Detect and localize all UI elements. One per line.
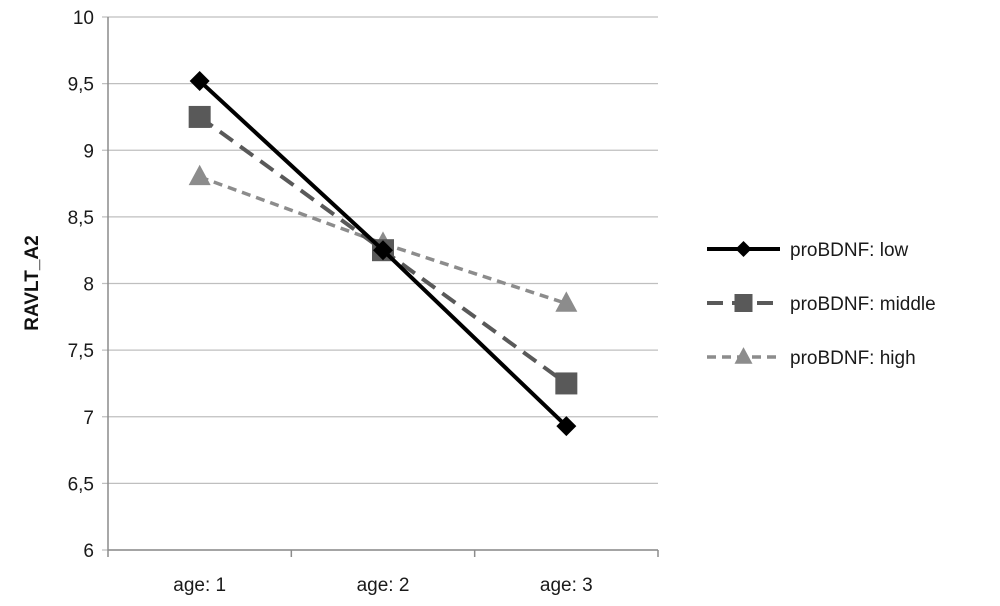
gridlines — [102, 16, 658, 551]
x-tick-label: age: 1 — [173, 575, 226, 596]
legend-label: proBDNF: low — [790, 240, 909, 261]
series-diamond — [189, 70, 577, 437]
legend-entry: proBDNF: middle — [707, 294, 936, 315]
data-point-triangle — [188, 164, 211, 186]
legend-entry: proBDNF: high — [707, 347, 916, 369]
series-triangle — [188, 164, 578, 312]
y-tick-label: 6 — [83, 541, 94, 562]
legend-marker-triangle — [734, 347, 753, 364]
y-tick-label: 9,5 — [68, 75, 94, 96]
data-point-diamond — [373, 240, 393, 261]
legend-marker-square — [734, 294, 753, 312]
y-tick-label: 8 — [83, 275, 94, 296]
legend-label: proBDNF: middle — [790, 294, 936, 315]
x-tick-label: age: 2 — [357, 575, 410, 596]
y-tick-label: 7 — [83, 408, 94, 429]
x-tick-label: age: 3 — [540, 575, 593, 596]
y-tick-label: 10 — [73, 8, 94, 29]
y-tick-label: 9 — [83, 141, 94, 162]
data-point-square — [555, 372, 578, 395]
y-tick-label: 8,5 — [68, 208, 94, 229]
series-group — [188, 70, 578, 437]
x-tick-labels: age: 1 age: 2 age: 3 — [173, 575, 592, 596]
data-point-square — [188, 105, 211, 128]
data-point-diamond — [189, 70, 210, 91]
legend-label: proBDNF: high — [790, 348, 916, 369]
data-point-triangle — [555, 291, 578, 312]
y-tick-label: 7,5 — [68, 341, 94, 362]
y-tick-labels: 6 6,5 7 7,5 8 8,5 9 9,5 10 — [68, 8, 94, 562]
y-axis-label: RAVLT_A2 — [22, 235, 43, 330]
data-point-diamond — [556, 416, 577, 437]
legend-marker-diamond — [735, 241, 752, 257]
legend-entry: proBDNF: low — [707, 240, 909, 261]
y-tick-label: 6,5 — [68, 474, 94, 495]
axes — [107, 17, 659, 557]
legend: proBDNF: low proBDNF: middle proBDNF: high — [707, 240, 936, 369]
